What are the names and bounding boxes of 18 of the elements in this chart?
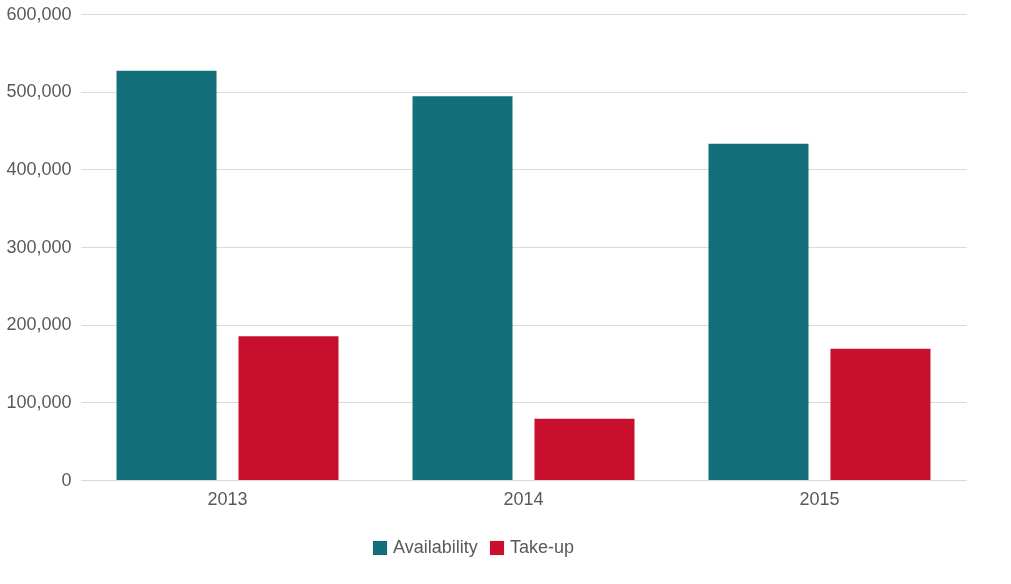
x-tick-label: 2015 bbox=[799, 488, 840, 509]
y-tick-label: 100,000 bbox=[6, 391, 72, 412]
x-tick-label: 2013 bbox=[207, 488, 248, 509]
y-tick-label: 400,000 bbox=[6, 158, 72, 179]
legend-label: Take-up bbox=[510, 537, 575, 557]
y-tick-label: 0 bbox=[61, 469, 72, 490]
y-tick-label: 200,000 bbox=[6, 314, 72, 335]
y-tick-label: 300,000 bbox=[6, 236, 72, 257]
bar bbox=[830, 348, 931, 480]
x-tick-label: 2014 bbox=[503, 488, 544, 509]
bar bbox=[708, 143, 809, 480]
y-tick-label: 600,000 bbox=[6, 3, 72, 24]
bar bbox=[116, 70, 217, 480]
bar bbox=[412, 96, 513, 480]
bar bbox=[238, 336, 339, 480]
y-tick-label: 500,000 bbox=[6, 81, 72, 102]
bar bbox=[534, 418, 635, 480]
legend-label: Availability bbox=[393, 537, 478, 557]
